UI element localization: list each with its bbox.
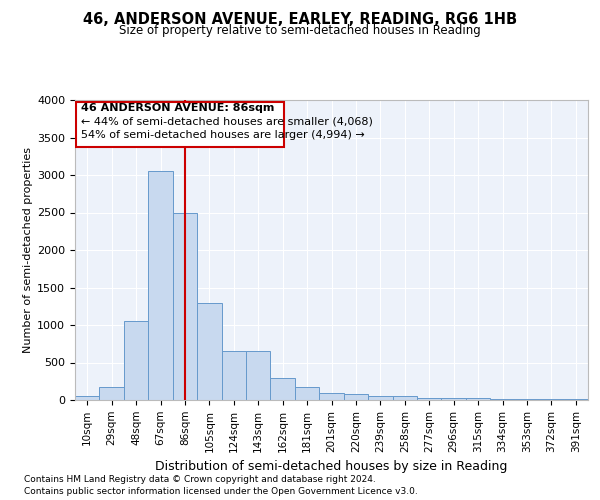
Bar [442,398,466,400]
Bar [344,394,368,400]
Text: Size of property relative to semi-detached houses in Reading: Size of property relative to semi-detach… [119,24,481,37]
Bar [148,171,173,400]
X-axis label: Distribution of semi-detached houses by size in Reading: Distribution of semi-detached houses by … [155,460,508,473]
Bar [173,212,197,400]
Bar [75,396,100,400]
Bar [539,399,563,400]
Bar [197,302,221,400]
Bar [221,351,246,400]
Text: 46, ANDERSON AVENUE, EARLEY, READING, RG6 1HB: 46, ANDERSON AVENUE, EARLEY, READING, RG… [83,12,517,28]
Text: 46 ANDERSON AVENUE: 86sqm: 46 ANDERSON AVENUE: 86sqm [80,103,274,113]
Text: Contains public sector information licensed under the Open Government Licence v3: Contains public sector information licen… [24,487,418,496]
Text: Contains HM Land Registry data © Crown copyright and database right 2024.: Contains HM Land Registry data © Crown c… [24,476,376,484]
Bar [271,378,295,400]
Bar [392,396,417,400]
Text: 54% of semi-detached houses are larger (4,994) →: 54% of semi-detached houses are larger (… [80,130,364,140]
Bar [515,399,539,400]
Bar [368,396,392,400]
Bar [76,102,284,147]
Text: ← 44% of semi-detached houses are smaller (4,068): ← 44% of semi-detached houses are smalle… [80,116,373,126]
Bar [417,398,442,400]
Bar [246,351,271,400]
Y-axis label: Number of semi-detached properties: Number of semi-detached properties [23,147,33,353]
Bar [490,399,515,400]
Bar [563,399,588,400]
Bar [100,387,124,400]
Bar [319,392,344,400]
Bar [295,387,319,400]
Bar [124,322,148,400]
Bar [466,398,490,400]
